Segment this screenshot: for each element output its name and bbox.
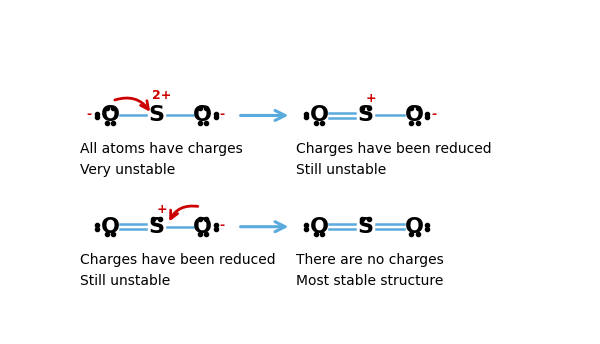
Text: -: -	[220, 219, 225, 232]
Text: S: S	[358, 217, 374, 237]
Text: Charges have been reduced: Charges have been reduced	[296, 142, 491, 156]
Text: -: -	[86, 108, 92, 121]
Text: O: O	[405, 106, 424, 126]
Text: Very unstable: Very unstable	[80, 163, 175, 177]
Text: O: O	[193, 106, 212, 126]
Text: -: -	[220, 108, 225, 121]
Text: All atoms have charges: All atoms have charges	[80, 142, 242, 156]
Text: -: -	[431, 108, 437, 121]
Text: Most stable structure: Most stable structure	[296, 275, 443, 288]
Text: There are no charges: There are no charges	[296, 253, 443, 267]
Text: Still unstable: Still unstable	[296, 163, 386, 177]
Text: O: O	[310, 217, 329, 237]
Text: S: S	[358, 106, 374, 126]
Text: O: O	[310, 106, 329, 126]
Text: S: S	[148, 106, 164, 126]
Text: Charges have been reduced: Charges have been reduced	[80, 253, 275, 267]
Text: O: O	[193, 217, 212, 237]
Text: O: O	[100, 106, 119, 126]
Text: 2+: 2+	[152, 89, 172, 102]
Text: +: +	[366, 92, 377, 105]
Text: O: O	[405, 217, 424, 237]
Text: S: S	[148, 217, 164, 237]
Text: Still unstable: Still unstable	[80, 275, 170, 288]
Text: +: +	[157, 203, 167, 216]
Text: O: O	[100, 217, 119, 237]
